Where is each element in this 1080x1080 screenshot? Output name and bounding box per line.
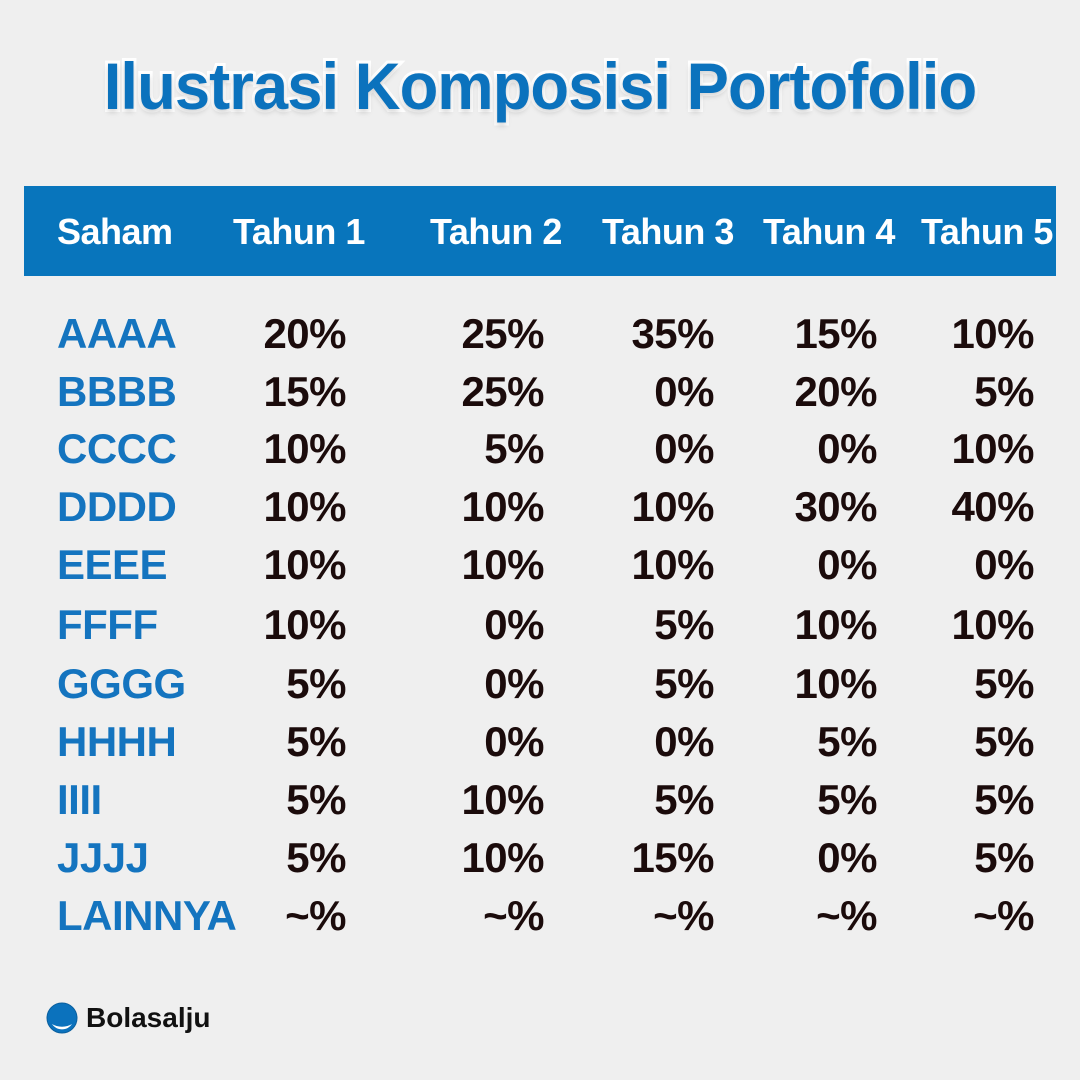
- header-tahun-4: Tahun 4: [763, 211, 895, 252]
- table-header: Saham Tahun 1 Tahun 2 Tahun 3 Tahun 4 Ta…: [24, 186, 1056, 276]
- allocation-tahun-2: 0%: [484, 718, 544, 765]
- header-tahun-3: Tahun 3: [602, 211, 734, 252]
- allocation-tahun-1: 20%: [263, 310, 346, 357]
- allocation-tahun-4: 0%: [817, 834, 877, 881]
- allocation-tahun-5: 10%: [951, 310, 1034, 357]
- allocation-tahun-4: ~%: [816, 892, 877, 939]
- allocation-tahun-5: 5%: [974, 368, 1034, 415]
- table-row: CCCC 10% 5% 0% 0% 10%: [0, 421, 1080, 477]
- table-row: IIII 5% 10% 5% 5% 5%: [0, 772, 1080, 828]
- allocation-tahun-4: 0%: [817, 541, 877, 588]
- stock-code: EEEE: [57, 541, 168, 588]
- allocation-tahun-1: 5%: [286, 776, 346, 823]
- allocation-tahun-5: 10%: [951, 425, 1034, 472]
- allocation-tahun-1: 5%: [286, 660, 346, 707]
- allocation-tahun-5: 10%: [951, 601, 1034, 648]
- allocation-tahun-3: 0%: [654, 718, 714, 765]
- stock-code: DDDD: [57, 483, 177, 530]
- allocation-tahun-1: 10%: [263, 425, 346, 472]
- allocation-tahun-1: 10%: [263, 541, 346, 588]
- stock-code: IIII: [57, 776, 102, 823]
- allocation-tahun-3: ~%: [653, 892, 714, 939]
- allocation-tahun-3: 0%: [654, 425, 714, 472]
- table-row: JJJJ 5% 10% 15% 0% 5%: [0, 830, 1080, 886]
- stock-code: FFFF: [57, 601, 158, 648]
- allocation-tahun-3: 5%: [654, 776, 714, 823]
- table-row: DDDD 10% 10% 10% 30% 40%: [0, 479, 1080, 535]
- allocation-tahun-1: 15%: [263, 368, 346, 415]
- table-row: AAAA 20% 25% 35% 15% 10%: [0, 306, 1080, 362]
- allocation-tahun-1: 5%: [286, 718, 346, 765]
- header-tahun-1: Tahun 1: [233, 211, 365, 252]
- allocation-tahun-2: 25%: [461, 368, 544, 415]
- allocation-tahun-4: 0%: [817, 425, 877, 472]
- allocation-tahun-2: 5%: [484, 425, 544, 472]
- allocation-tahun-2: ~%: [483, 892, 544, 939]
- page-title: Ilustrasi Komposisi Portofolio: [101, 46, 980, 126]
- allocation-tahun-3: 5%: [654, 601, 714, 648]
- allocation-tahun-3: 35%: [631, 310, 714, 357]
- brand-name: Bolasalju: [86, 1002, 211, 1033]
- table-row: GGGG 5% 0% 5% 10% 5%: [0, 656, 1080, 712]
- allocation-tahun-4: 10%: [794, 660, 877, 707]
- allocation-tahun-5: 0%: [974, 541, 1034, 588]
- allocation-tahun-4: 5%: [817, 718, 877, 765]
- allocation-tahun-4: 10%: [794, 601, 877, 648]
- allocation-tahun-5: 5%: [974, 718, 1034, 765]
- stock-code: BBBB: [57, 368, 177, 415]
- table-row: FFFF 10% 0% 5% 10% 10%: [0, 597, 1080, 653]
- allocation-tahun-3: 10%: [631, 541, 714, 588]
- table-row: EEEE 10% 10% 10% 0% 0%: [0, 537, 1080, 593]
- allocation-tahun-4: 30%: [794, 483, 877, 530]
- allocation-tahun-2: 10%: [461, 541, 544, 588]
- allocation-tahun-2: 25%: [461, 310, 544, 357]
- allocation-tahun-2: 0%: [484, 660, 544, 707]
- allocation-tahun-4: 15%: [794, 310, 877, 357]
- stock-code: JJJJ: [57, 834, 149, 881]
- header-saham: Saham: [57, 211, 173, 252]
- table-row: BBBB 15% 25% 0% 20% 5%: [0, 364, 1080, 420]
- allocation-tahun-4: 20%: [794, 368, 877, 415]
- header-tahun-2: Tahun 2: [430, 211, 562, 252]
- allocation-tahun-5: 5%: [974, 776, 1034, 823]
- allocation-tahun-5: ~%: [973, 892, 1034, 939]
- allocation-tahun-5: 5%: [974, 834, 1034, 881]
- allocation-tahun-1: ~%: [285, 892, 346, 939]
- allocation-tahun-3: 15%: [631, 834, 714, 881]
- stock-code: LAINNYA: [57, 892, 237, 939]
- stock-code: AAAA: [57, 310, 177, 357]
- stock-code: HHHH: [57, 718, 177, 765]
- allocation-tahun-2: 10%: [461, 834, 544, 881]
- allocation-tahun-2: 10%: [461, 483, 544, 530]
- allocation-tahun-4: 5%: [817, 776, 877, 823]
- stock-code: CCCC: [57, 425, 177, 472]
- header-tahun-5: Tahun 5: [921, 211, 1053, 252]
- snowball-logo-icon: [46, 1002, 78, 1034]
- allocation-tahun-1: 10%: [263, 483, 346, 530]
- table-row: HHHH 5% 0% 0% 5% 5%: [0, 714, 1080, 770]
- brand: Bolasalju: [46, 1000, 210, 1036]
- allocation-tahun-3: 10%: [631, 483, 714, 530]
- allocation-tahun-5: 40%: [951, 483, 1034, 530]
- allocation-tahun-2: 0%: [484, 601, 544, 648]
- table-row: LAINNYA ~% ~% ~% ~% ~%: [0, 888, 1080, 944]
- allocation-tahun-3: 0%: [654, 368, 714, 415]
- allocation-tahun-1: 5%: [286, 834, 346, 881]
- stock-code: GGGG: [57, 660, 186, 707]
- allocation-tahun-1: 10%: [263, 601, 346, 648]
- allocation-tahun-3: 5%: [654, 660, 714, 707]
- allocation-tahun-2: 10%: [461, 776, 544, 823]
- allocation-tahun-5: 5%: [974, 660, 1034, 707]
